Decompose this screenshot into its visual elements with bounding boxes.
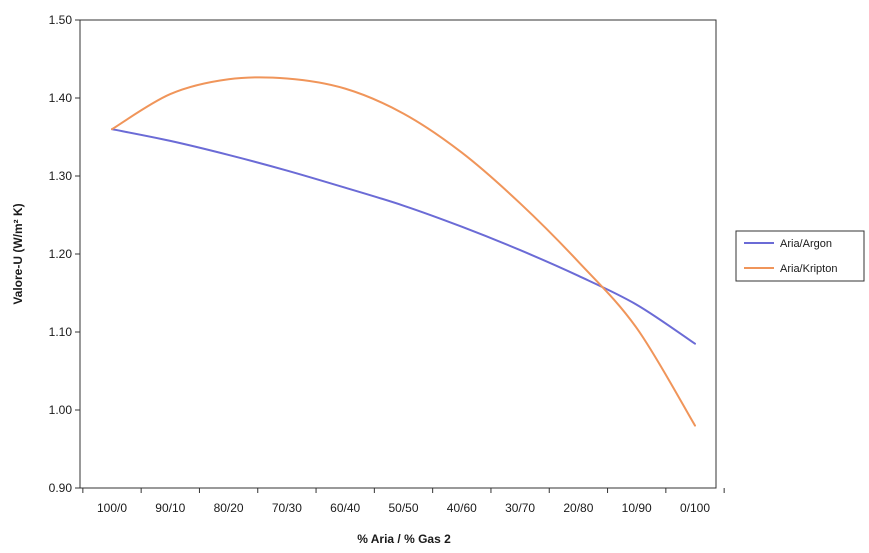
x-tick-label: 0/100 <box>680 501 710 515</box>
series-line-aria-argon <box>111 128 696 345</box>
x-tick-label: 40/60 <box>447 501 477 515</box>
x-tick-label: 90/10 <box>155 501 185 515</box>
x-axis-title: % Aria / % Gas 2 <box>357 532 451 546</box>
y-tick-label: 0.90 <box>49 481 73 495</box>
x-tick-label: 10/90 <box>622 501 652 515</box>
y-axis-ticks: 0.90 1.00 1.10 1.20 1.30 1.40 1.50 <box>49 13 80 495</box>
y-tick-label: 1.20 <box>49 247 73 261</box>
y-tick-label: 1.10 <box>49 325 73 339</box>
x-axis-ticks: 100/0 90/10 80/20 70/30 60/40 50/50 40/60 30/70… <box>82 488 725 515</box>
x-tick-label: 70/30 <box>272 501 302 515</box>
y-tick-label: 1.40 <box>49 91 73 105</box>
x-tick-label: 30/70 <box>505 501 535 515</box>
series-line-aria-kripton <box>111 76 696 427</box>
legend: Aria/Argon Aria/Kripton <box>735 230 865 282</box>
x-tick-label: 80/20 <box>214 501 244 515</box>
series-layer <box>111 76 696 427</box>
x-tick-label: 20/80 <box>563 501 593 515</box>
x-tick-label: 50/50 <box>388 501 418 515</box>
legend-label-aria-argon: Aria/Argon <box>780 238 832 250</box>
legend-box <box>735 230 865 282</box>
x-tick-label: 100/0 <box>97 501 127 515</box>
y-tick-label: 1.00 <box>49 403 73 417</box>
y-tick-label: 1.50 <box>49 13 73 27</box>
plot-frame <box>79 19 717 489</box>
y-axis-title: Valore-U (W/m² K) <box>11 203 25 304</box>
y-tick-label: 1.30 <box>49 169 73 183</box>
legend-label-aria-kripton: Aria/Kripton <box>780 263 837 275</box>
plot-area <box>79 19 717 489</box>
x-tick-label: 60/40 <box>330 501 360 515</box>
